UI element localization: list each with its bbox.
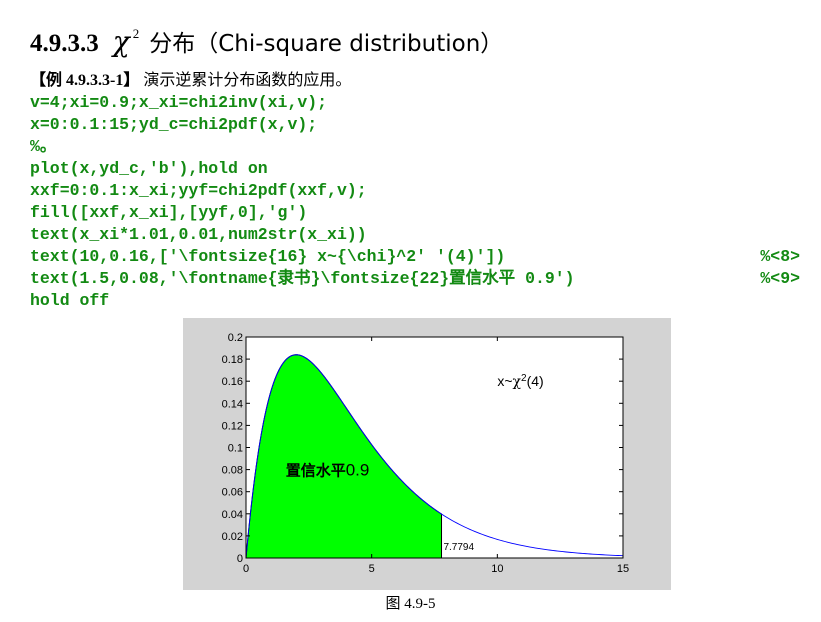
x-tick-label: 15 (617, 563, 629, 575)
y-tick-label: 0.16 (222, 376, 243, 388)
y-tick-label: 0.18 (222, 354, 243, 366)
y-tick-label: 0.12 (222, 420, 243, 432)
code-line: fill([xxf,x_xi],[yyf,0],'g') (30, 202, 800, 224)
y-tick-label: 0.08 (222, 465, 243, 477)
chi-superscript: 2 (521, 373, 527, 384)
code-comment: %<9> (760, 269, 800, 288)
y-tick-label: 0.2 (228, 332, 243, 344)
code-line: %。 (30, 136, 800, 158)
code-line: text(x_xi*1.01,0.01,num2str(x_xi)) (30, 224, 800, 246)
example-description: 演示逆累计分布函数的应用。 (143, 72, 352, 89)
x-tick-label: 10 (491, 563, 503, 575)
section-title: 分布（Chi-square distribution） (149, 31, 504, 57)
code-line: text(1.5,0.08,'\fontname{隶书}\fontsize{22… (30, 268, 800, 290)
distribution-prefix: x~ (497, 373, 512, 389)
y-tick-label: 0.06 (222, 487, 243, 499)
chi-square-chart: 0 0.02 0.04 0.06 0.08 0.1 0.12 0.14 0.16 0.18 0.2 0… (222, 332, 630, 575)
chi-superscript: 2 (132, 26, 140, 41)
code-text: x=0:0.1:15;yd_c=chi2pdf(x,v); (30, 115, 318, 134)
y-tick-label: 0.04 (222, 509, 243, 521)
code-line: hold off (30, 290, 800, 312)
code-text: v=4;xi=0.9;x_xi=chi2inv(xi,v); (30, 93, 328, 112)
y-tick-label: 0.14 (222, 398, 243, 410)
chi-symbol: χ (513, 374, 522, 390)
code-text: text(x_xi*1.01,0.01,num2str(x_xi)) (30, 225, 367, 244)
confidence-text: 置信水平 (286, 462, 346, 480)
section-heading: 4.9.3.3 χ 2 分布（Chi-square distribution） (30, 18, 503, 58)
code-text: text(1.5,0.08,'\fontname{隶书}\fontsize{22… (30, 269, 575, 288)
code-comment: %<8> (760, 247, 800, 266)
code-text: fill([xxf,x_xi],[yyf,0],'g') (30, 203, 308, 222)
distribution-label: x~χ2(4) (497, 373, 543, 390)
figure-caption: 图 4.9-5 (385, 596, 436, 612)
code-line: x=0:0.1:15;yd_c=chi2pdf(x,v); (30, 114, 800, 136)
code-block: v=4;xi=0.9;x_xi=chi2inv(xi,v); x=0:0.1:15… (30, 92, 800, 312)
code-line: text(10,0.16,['\fontsize{16} x~{\chi}^2'… (30, 246, 800, 268)
code-line: xxf=0:0.1:x_xi;yyf=chi2pdf(xxf,v); (30, 180, 800, 202)
x-tick-label: 0 (243, 563, 249, 575)
chi-symbol: χ (112, 25, 130, 58)
quantile-label: 7.7794 (443, 542, 474, 553)
code-text: plot(x,yd_c,'b'),hold on (30, 159, 268, 178)
confidence-level-label: 置信水平0.9 (286, 461, 370, 480)
example-line: 【例 4.9.3.3-1】 演示逆累计分布函数的应用。 (30, 66, 351, 90)
code-line: plot(x,yd_c,'b'),hold on (30, 158, 800, 180)
code-text: text(10,0.16,['\fontsize{16} x~{\chi}^2'… (30, 247, 506, 266)
y-tick-label: 0.02 (222, 531, 243, 543)
pdf-series-line (245, 354, 624, 559)
x-tick-label: 5 (369, 563, 375, 575)
section-number: 4.9.3.3 (30, 30, 99, 57)
figure: 0 0.02 0.04 0.06 0.08 0.1 0.12 0.14 0.16 0.18 0.2 0… (183, 318, 671, 590)
distribution-dof: (4) (527, 373, 544, 389)
y-tick-label: 0 (237, 553, 243, 565)
confidence-value: 0.9 (346, 461, 370, 480)
y-tick-label: 0.1 (228, 443, 243, 455)
code-text: hold off (30, 291, 110, 310)
code-line: v=4;xi=0.9;x_xi=chi2inv(xi,v); (30, 92, 800, 114)
code-text: %。 (30, 137, 57, 156)
example-tag: 【例 4.9.3.3-1】 (30, 72, 140, 89)
code-text: xxf=0:0.1:x_xi;yyf=chi2pdf(xxf,v); (30, 181, 367, 200)
